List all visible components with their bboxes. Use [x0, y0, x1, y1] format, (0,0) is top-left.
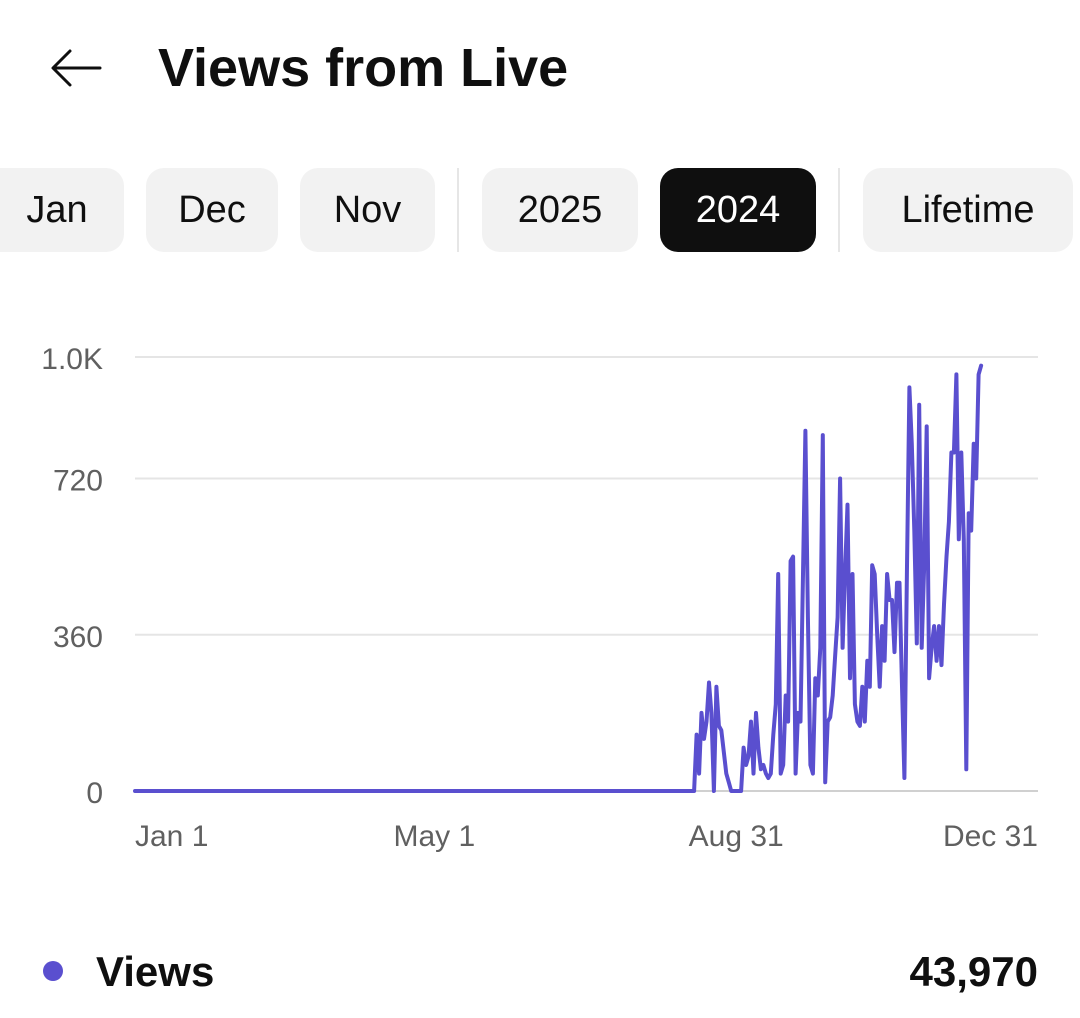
chip-jan[interactable]: Jan [0, 168, 124, 252]
chip-dec-label: Dec [178, 188, 246, 231]
chip-nov-label: Nov [333, 188, 402, 231]
chip-divider [457, 168, 459, 252]
chip-jan-label: Jan [26, 188, 88, 231]
legend: Views 43,970 [0, 940, 1080, 1010]
period-filter-bar: Jan Dec Nov 2025 2024 Lifetime [0, 168, 1080, 254]
chip-nov[interactable]: Nov [300, 168, 435, 252]
chip-lifetime-label: Lifetime [901, 188, 1035, 231]
x-tick-label: Dec 31 [943, 820, 1038, 853]
chip-2024-label: 2024 [695, 188, 781, 231]
y-tick-label: 0 [86, 777, 103, 810]
y-tick-label: 1.0K [41, 343, 103, 376]
chip-dec[interactable]: Dec [146, 168, 278, 252]
y-tick-label: 720 [53, 465, 103, 498]
top-app-bar: Views from Live [0, 0, 1080, 140]
total-views-value: 43,970 [909, 948, 1038, 995]
chip-2025-label: 2025 [517, 188, 603, 231]
chip-2024[interactable]: 2024 [660, 168, 816, 252]
views-line-chart: 1.0K 720 360 0 Jan 1 May 1 Aug 31 Dec 31 [41, 343, 1038, 853]
page-title: Views from Live [158, 38, 569, 98]
series-color-dot [43, 961, 63, 981]
x-tick-label: May 1 [393, 820, 475, 853]
views-chart[interactable]: 1.0K 720 360 0 Jan 1 May 1 Aug 31 Dec 31 [0, 320, 1080, 860]
x-tick-label: Aug 31 [689, 820, 784, 853]
arrow-left-icon [51, 49, 102, 87]
y-tick-label: 360 [53, 621, 103, 654]
chip-divider [838, 168, 840, 252]
views-series-line [133, 363, 984, 793]
chip-lifetime[interactable]: Lifetime [863, 168, 1073, 252]
back-button[interactable] [40, 32, 112, 104]
x-tick-label: Jan 1 [135, 820, 208, 853]
legend-label: Views [96, 948, 215, 995]
chip-2025[interactable]: 2025 [482, 168, 638, 252]
